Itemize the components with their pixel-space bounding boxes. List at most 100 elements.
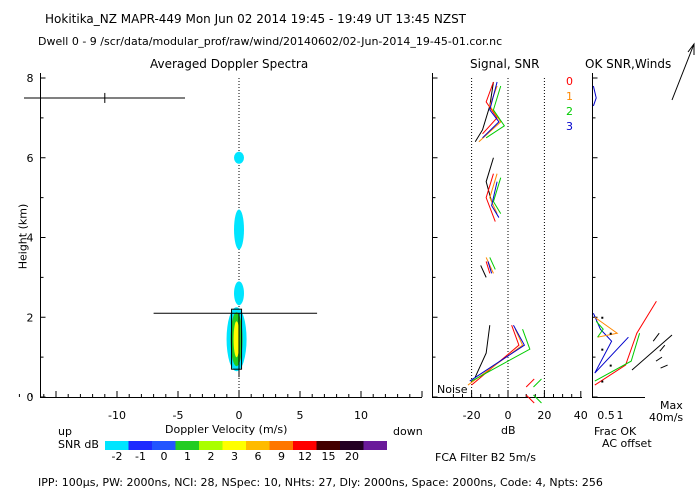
colorbar-tick-label: 15 (322, 450, 336, 463)
channel-trace (492, 177, 502, 214)
channel-label-3: 3 (566, 120, 573, 133)
ac-offset-dot (601, 380, 604, 383)
channel-trace (482, 81, 500, 139)
colorbar-tick-label: -2 (112, 450, 123, 463)
colorbar-swatch (340, 441, 364, 450)
ac-offset-dot (609, 364, 612, 367)
wind-barb (660, 364, 668, 369)
colorbar-tick-label: 12 (298, 450, 312, 463)
colorbar-swatch (175, 441, 199, 450)
colorbar-swatch (363, 441, 387, 450)
ac-offset-dot (609, 332, 612, 335)
ok-x-tick-label: 0.5 (597, 409, 615, 422)
ac-offset-dot (601, 348, 604, 351)
x-tick-label: -5 (173, 409, 184, 422)
noise-trace (485, 157, 494, 202)
ok-legend-ac: AC offset (602, 437, 652, 450)
spectra-blobs (226, 151, 247, 372)
snr-x-tick-label: 0 (505, 409, 512, 422)
ok-frac-trace (594, 301, 657, 386)
snr-title: Signal, SNR (470, 57, 540, 71)
ok-x-tick-label: 1 (617, 409, 624, 422)
ok-frac-trace (594, 316, 619, 338)
spectra-blob-peak (233, 321, 240, 358)
snr-x-tick-label: 20 (537, 409, 551, 422)
channel-trace (478, 85, 502, 143)
channel-trace (485, 85, 506, 139)
spectra-blob (234, 151, 244, 164)
colorbar-swatch (199, 441, 223, 450)
channel-trace (471, 329, 531, 382)
noise-trace (480, 265, 487, 278)
snr-x-tick-label: 40 (574, 409, 588, 422)
x-tick-label: 5 (297, 409, 304, 422)
x-tick-label: 10 (354, 409, 368, 422)
y-axis-label: Height (km) (16, 203, 30, 270)
colorbar-tick-label: 1 (184, 450, 191, 463)
snr-cross-marker (525, 378, 535, 404)
colorbar-tick-label: 3 (231, 450, 238, 463)
wind-barb (659, 344, 666, 352)
y-tick-label: 2 (27, 311, 34, 324)
header-line1: Hokitika_NZ MAPR-449 Mon Jun 02 2014 19:… (45, 12, 467, 26)
colorbar-swatch (128, 441, 152, 450)
ok-frac-trace (594, 333, 641, 382)
channel-trace (489, 257, 496, 270)
channel-label-0: 0 (566, 75, 573, 88)
ok-legend-frac: Frac OK (594, 425, 637, 438)
snr-x-tick-label: -20 (463, 409, 481, 422)
ok-frac-trace (592, 85, 597, 107)
wind-barb (655, 356, 663, 362)
channel-trace (469, 324, 526, 382)
noise-trace (474, 325, 491, 378)
y-tick-label: 0 (27, 391, 34, 404)
channel-trace (485, 173, 496, 222)
wind-vector (631, 334, 673, 371)
colorbar-swatch (105, 441, 129, 450)
ok-title: OK SNR,Winds (585, 57, 672, 71)
channel-trace (487, 261, 493, 274)
footer-params: IPP: 100µs, PW: 2000ns, NCI: 28, NSpec: … (38, 476, 603, 489)
snr-xlabel: dB (501, 424, 516, 437)
ok-frac-trace (592, 313, 629, 374)
colorbar-tick-label: 2 (208, 450, 215, 463)
wind-scale-value: 40m/s (649, 411, 684, 424)
channel-trace (491, 181, 500, 218)
channel-label-2: 2 (566, 105, 573, 118)
label-up: up (58, 425, 72, 438)
channel-trace (467, 329, 524, 386)
colorbar-swatch (293, 441, 317, 450)
channel-trace (485, 257, 494, 274)
channel-label-1: 1 (566, 90, 573, 103)
colorbar-tick-label: -1 (135, 450, 146, 463)
header-line2: Dwell 0 - 9 /scr/data/modular_prof/raw/w… (38, 35, 503, 48)
x-axis-label: Doppler Velocity (m/s) (165, 423, 288, 436)
colorbar-tick-label: 0 (161, 450, 168, 463)
spectra-blob (234, 281, 244, 306)
colorbar-swatch (152, 441, 176, 450)
scale-vector-head (687, 42, 695, 55)
colorbar-swatch (222, 441, 246, 450)
channel-trace (482, 81, 498, 135)
colorbar-tick-label: 9 (278, 450, 285, 463)
x-tick-label: -10 (108, 409, 126, 422)
channel-trace (489, 173, 498, 214)
label-down: down (393, 425, 423, 438)
y-tick-label: 6 (27, 152, 34, 165)
spectra-blob (234, 209, 244, 250)
y-tick-label: 4 (27, 232, 34, 245)
snr-colorbar (105, 441, 387, 450)
scale-vector-arrow (671, 43, 695, 101)
channel-trace (471, 325, 520, 386)
x-tick-label: 0 (236, 409, 243, 422)
filter-label: FCA Filter B2 5m/s (435, 451, 536, 464)
colorbar-swatch (269, 441, 293, 450)
wind-barb (652, 332, 660, 342)
colorbar-swatch (316, 441, 340, 450)
noise-trace (474, 81, 494, 143)
wind-scale-label: Max (660, 399, 683, 412)
colorbar-tick-label: 6 (255, 450, 262, 463)
colorbar-label: SNR dB (58, 438, 99, 451)
colorbar-tick-label: 20 (345, 450, 359, 463)
